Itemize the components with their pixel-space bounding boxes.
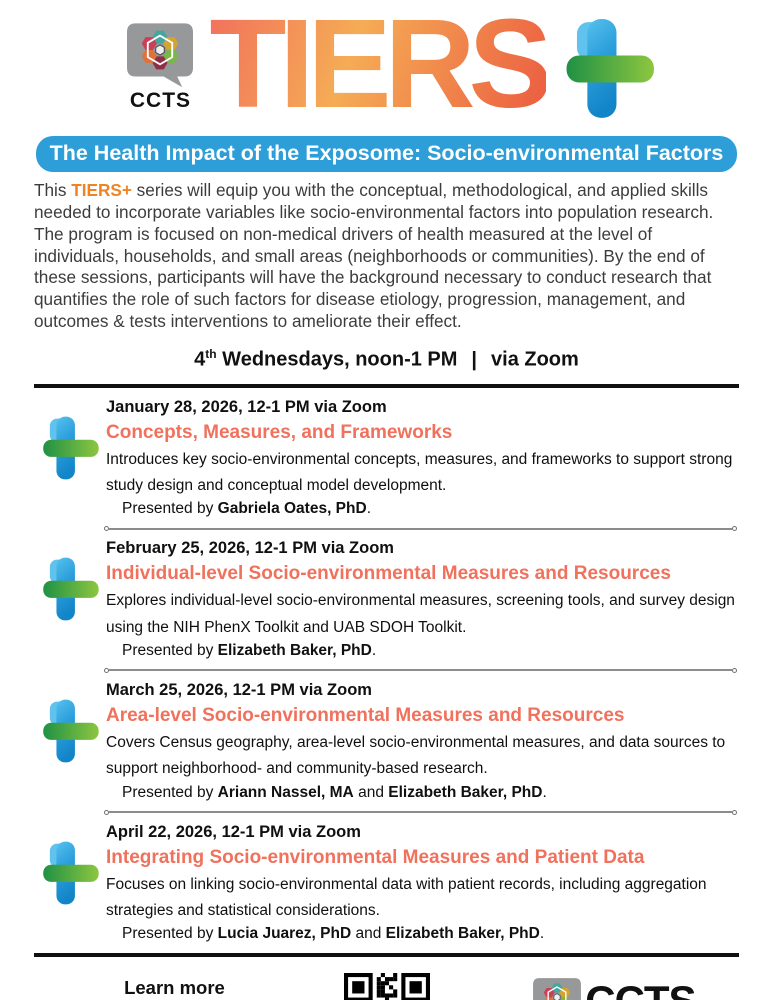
session-divider (104, 809, 737, 815)
ccts-bubble-icon (126, 22, 195, 88)
session-date: April 22, 2026, 12-1 PM via Zoom (106, 822, 361, 841)
qr-code (344, 973, 431, 1000)
session-description: Covers Census geography, area-level soci… (106, 733, 726, 778)
tiers-wordmark: TIERS (209, 0, 552, 134)
schedule-separator: | (471, 348, 478, 371)
session-date: March 25, 2026, 12-1 PM via Zoom (106, 680, 372, 699)
session-item-1: January 28, 2026, 12-1 PM via Zoom Conce… (34, 396, 739, 519)
intro-body: series will equip you with the conceptua… (34, 180, 714, 332)
masthead: CCTS TIERS (34, 0, 739, 134)
session-divider (104, 667, 737, 673)
schedule-day-suffix: th (205, 346, 217, 361)
session-item-2: February 25, 2026, 12-1 PM via Zoom Indi… (34, 537, 739, 660)
register-block: Learn more and register at go.uab.edu/ti… (86, 975, 263, 1000)
session-presenters: Presented by Elizabeth Baker, PhD. (122, 641, 377, 659)
schedule-rest: Wednesdays, noon-1 PM (216, 348, 458, 371)
schedule-line: 4th Wednesdays, noon-1 PM | via Zoom (34, 347, 739, 372)
session-plus-icon (43, 557, 99, 621)
session-title: Integrating Socio-environmental Measures… (106, 846, 645, 868)
intro-prefix: This (34, 180, 72, 200)
ccts-logo-label: CCTS (129, 89, 192, 112)
session-date: February 25, 2026, 12-1 PM via Zoom (106, 539, 394, 558)
session-plus-icon (43, 416, 99, 479)
session-divider (104, 526, 737, 532)
schedule-via: via Zoom (491, 348, 579, 371)
session-plus-icon (43, 699, 99, 763)
session-item-3: March 25, 2026, 12-1 PM via Zoom Area-le… (34, 679, 739, 802)
session-description: Introduces key socio-environmental conce… (106, 450, 733, 494)
ccts-bubble-icon (532, 977, 582, 1000)
bottom-rule (34, 953, 739, 958)
banner-title: The Health Impact of the Exposome: Socio… (36, 136, 737, 172)
ccts-footer-label: CCTS (585, 980, 696, 1000)
footer: Learn more and register at go.uab.edu/ti… (34, 957, 739, 1000)
top-rule (34, 383, 739, 388)
tiers-plus-inline: TIERS+ (71, 180, 132, 200)
session-title: Individual-level Socio-environmental Mea… (106, 563, 671, 585)
session-title: Area-level Socio-environmental Measures … (106, 704, 625, 726)
session-plus-icon (43, 841, 99, 904)
schedule-day-number: 4 (194, 348, 206, 371)
session-title: Concepts, Measures, and Frameworks (106, 421, 453, 443)
learn-more-line1: Learn more (124, 977, 225, 999)
ccts-logo-footer: CCTS Center for Clinical and Translation… (512, 977, 715, 1000)
session-presenters: Presented by Ariann Nassel, MA and Eliza… (122, 783, 547, 801)
intro-paragraph: This TIERS+ series will equip you with t… (34, 180, 739, 333)
ccts-logo-top: CCTS (117, 22, 203, 113)
session-presenters: Presented by Gabriela Oates, PhD. (122, 500, 371, 518)
session-list: January 28, 2026, 12-1 PM via Zoom Conce… (34, 388, 739, 944)
session-description: Explores individual-level socio-environm… (106, 592, 735, 636)
session-description: Focuses on linking socio-environmental d… (106, 875, 707, 919)
tiers-plus-icon (566, 19, 654, 118)
session-item-4: April 22, 2026, 12-1 PM via Zoom Integra… (34, 821, 739, 944)
session-presenters: Presented by Lucia Juarez, PhD and Eliza… (122, 925, 545, 943)
session-date: January 28, 2026, 12-1 PM via Zoom (106, 397, 387, 416)
